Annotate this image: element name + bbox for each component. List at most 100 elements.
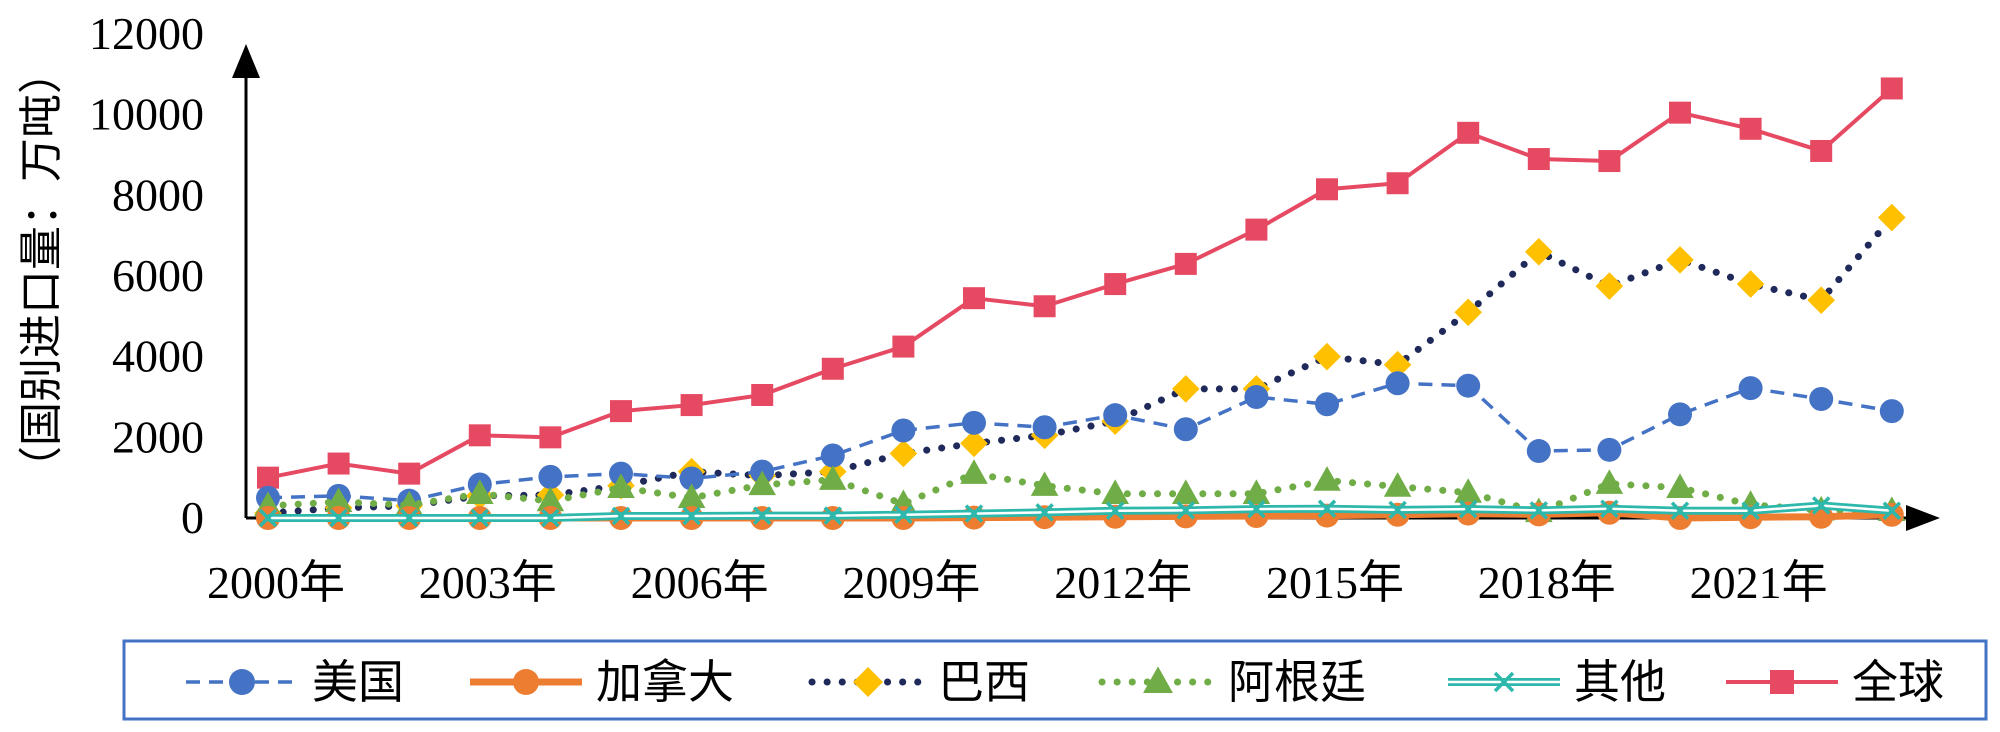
data-point-加拿大-2018 bbox=[1526, 502, 1551, 527]
data-point-巴西-2018 bbox=[1525, 238, 1553, 266]
data-point-阿根廷-2001 bbox=[324, 487, 353, 513]
data-point-阿根廷-2014 bbox=[1242, 479, 1271, 504]
series-line-全球 bbox=[267, 86, 1894, 480]
y-tick-labels: 0 2000 4000 6000 8000 10000 12000 bbox=[89, 8, 204, 543]
data-point-全球-2005 bbox=[610, 400, 632, 423]
data-point-其他-2017 bbox=[1458, 499, 1478, 519]
x-tick-label-2012: 2012年 bbox=[1054, 557, 1192, 608]
data-point-阿根廷-2005 bbox=[607, 473, 635, 498]
data-point-全球-2008 bbox=[821, 357, 844, 380]
data-point-其他-2010 bbox=[964, 504, 984, 523]
series-line-巴西 bbox=[264, 214, 1896, 517]
data-point-其他-2016 bbox=[1388, 500, 1407, 520]
y-tick-label-4000: 4000 bbox=[112, 331, 204, 382]
data-point-美国-2019 bbox=[1597, 437, 1622, 462]
legend-label-全球: 全球 bbox=[1852, 655, 1944, 709]
legend-label-加拿大: 加拿大 bbox=[596, 655, 734, 709]
data-point-阿根廷-2008 bbox=[819, 465, 847, 490]
data-point-其他-2019 bbox=[1600, 499, 1619, 518]
data-point-美国-2014 bbox=[1244, 385, 1269, 409]
data-point-美国-2010 bbox=[962, 410, 986, 435]
y-tick-label-8000: 8000 bbox=[112, 169, 204, 220]
data-point-美国-2006 bbox=[679, 466, 704, 491]
data-point-阿根廷-2012 bbox=[1101, 479, 1129, 504]
data-point-其他-2005 bbox=[611, 506, 631, 526]
data-point-全球-2021 bbox=[1739, 117, 1762, 140]
series-line-阿根廷 bbox=[264, 470, 1896, 516]
data-point-全球-2016 bbox=[1386, 172, 1409, 195]
data-point-美国-2023 bbox=[1879, 399, 1904, 424]
y-tick-label-0: 0 bbox=[181, 492, 204, 543]
data-point-阿根廷-2020 bbox=[1666, 473, 1694, 498]
data-point-其他-2000 bbox=[258, 508, 278, 528]
y-tick-label-12000: 12000 bbox=[89, 8, 204, 59]
data-point-全球-2003 bbox=[468, 424, 491, 447]
legend-item-阿根廷: 阿根廷 bbox=[1098, 655, 1366, 709]
data-point-其他-2004 bbox=[541, 508, 560, 528]
data-point-阿根廷-2017 bbox=[1454, 478, 1482, 503]
legend-label-巴西: 巴西 bbox=[938, 655, 1030, 709]
data-point-全球-2017 bbox=[1457, 121, 1480, 144]
data-point-巴西-2019 bbox=[1595, 272, 1624, 300]
data-point-全球-2013 bbox=[1174, 252, 1197, 275]
y-tick-label-6000: 6000 bbox=[112, 250, 204, 301]
legend-label-美国: 美国 bbox=[312, 655, 404, 709]
data-point-其他-2006 bbox=[682, 506, 701, 526]
data-point-其他-2002 bbox=[399, 508, 419, 528]
data-point-全球-2001 bbox=[327, 452, 350, 475]
data-point-全球-2020 bbox=[1669, 101, 1691, 124]
data-point-其他-2009 bbox=[894, 505, 913, 525]
x-tick-label-2006: 2006年 bbox=[631, 557, 769, 608]
data-point-巴西-2023 bbox=[1878, 203, 1906, 232]
data-point-全球-2023 bbox=[1880, 77, 1903, 100]
data-point-其他-2008 bbox=[823, 506, 843, 525]
data-point-其他-2011 bbox=[1035, 503, 1054, 522]
x-tick-label-2018: 2018年 bbox=[1478, 557, 1616, 608]
data-point-全球-2014 bbox=[1245, 218, 1268, 241]
legend-marker-加拿大 bbox=[513, 669, 539, 695]
data-point-巴西-2013 bbox=[1172, 375, 1200, 403]
data-point-美国-2015 bbox=[1315, 392, 1339, 417]
data-point-巴西-2020 bbox=[1666, 246, 1694, 274]
legend-label-其他: 其他 bbox=[1574, 655, 1666, 709]
data-point-巴西-2010 bbox=[960, 429, 988, 458]
legend-item-全球: 全球 bbox=[1726, 655, 1944, 709]
data-point-美国-2018 bbox=[1526, 439, 1551, 464]
x-tick-label-2021: 2021年 bbox=[1690, 557, 1828, 608]
data-point-其他-2007 bbox=[752, 506, 772, 525]
data-point-美国-2021 bbox=[1738, 376, 1763, 401]
data-point-其他-2001 bbox=[329, 508, 348, 528]
x-tick-label-2000: 2000年 bbox=[207, 557, 345, 608]
data-point-美国-2017 bbox=[1456, 373, 1481, 398]
data-point-美国-2013 bbox=[1173, 417, 1198, 442]
data-point-其他-2014 bbox=[1247, 499, 1266, 519]
data-point-巴西-2016 bbox=[1383, 350, 1412, 379]
x-tick-label-2015: 2015年 bbox=[1266, 557, 1404, 608]
y-axis-arrow bbox=[232, 44, 260, 78]
data-point-全球-2000 bbox=[257, 466, 279, 489]
data-point-全球-2004 bbox=[539, 426, 562, 449]
x-tick-label-2003: 2003年 bbox=[419, 557, 557, 608]
data-point-其他-2021 bbox=[1741, 501, 1760, 520]
data-point-其他-2003 bbox=[470, 508, 490, 528]
data-point-巴西-2017 bbox=[1454, 298, 1482, 327]
data-point-美国-2016 bbox=[1385, 371, 1410, 396]
data-point-其他-2020 bbox=[1670, 501, 1690, 520]
legend-item-美国: 美国 bbox=[186, 655, 404, 709]
data-point-其他-2012 bbox=[1105, 501, 1125, 520]
x-axis-arrow bbox=[1906, 505, 1940, 531]
y-tick-label-2000: 2000 bbox=[112, 411, 204, 462]
legend-item-其他: 其他 bbox=[1448, 655, 1666, 709]
data-point-巴西-2015 bbox=[1313, 342, 1341, 371]
data-point-其他-2022 bbox=[1811, 496, 1831, 515]
data-point-美国-2004 bbox=[538, 464, 563, 489]
data-point-美国-2012 bbox=[1103, 403, 1128, 428]
legend-item-加拿大: 加拿大 bbox=[470, 655, 734, 709]
data-point-全球-2018 bbox=[1527, 148, 1550, 171]
series-全球 bbox=[257, 77, 1903, 489]
data-point-阿根廷-2011 bbox=[1030, 471, 1059, 496]
data-point-其他-2015 bbox=[1317, 499, 1337, 518]
data-point-阿根廷-2003 bbox=[466, 479, 494, 504]
data-point-美国-2022 bbox=[1809, 387, 1834, 412]
